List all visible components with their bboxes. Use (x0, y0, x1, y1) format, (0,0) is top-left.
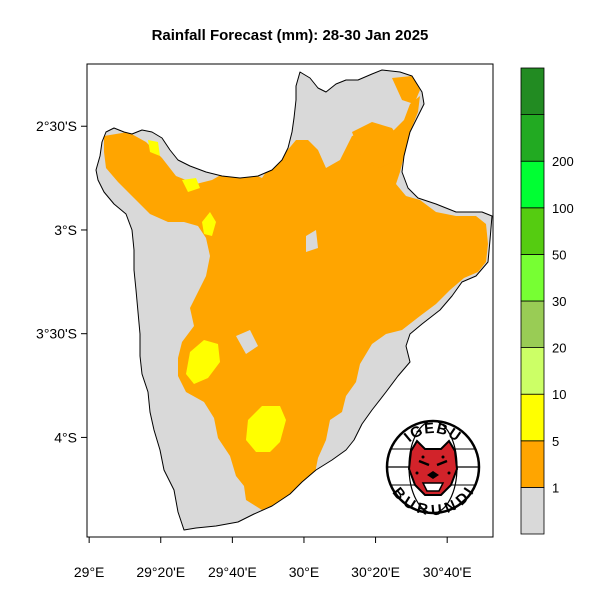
rainfall-region-5-10mm-nw-tip (148, 140, 160, 156)
rainfall-region-1-5mm (104, 96, 488, 510)
colorbar-label: 100 (552, 201, 574, 216)
rainfall-region-5-10mm-northwest (182, 178, 200, 192)
x-tick-label: 29°E (74, 564, 105, 580)
colorbar-swatch (520, 347, 545, 395)
colorbar-swatch (520, 160, 545, 209)
rainfall-region-1-5mm-northeast (392, 76, 420, 104)
x-tick-label: 29°20'E (136, 564, 185, 580)
colorbar-swatch (520, 253, 545, 302)
colorbar-swatch (520, 440, 545, 488)
colorbar-swatch (520, 300, 545, 348)
x-axis: 29°E 29°20'E 29°40'E 30°E 30°20'E 30°40'E (74, 537, 472, 580)
colorbar-label: 1 (552, 480, 559, 495)
x-tick-label: 29°40'E (208, 564, 257, 580)
y-tick-label: 4°S (54, 429, 77, 445)
colorbar-label: 200 (552, 154, 574, 169)
colorbar-swatch (520, 393, 545, 442)
x-tick-label: 30°40'E (423, 564, 472, 580)
y-axis: 2°30'S 3°S 3°30'S 4°S (36, 118, 87, 445)
colorbar: 1 5 10 20 30 50 100 200 (520, 67, 574, 535)
country-border (95, 69, 493, 531)
leopard-head-icon (407, 439, 459, 496)
rainfall-region-5-10mm-central (202, 212, 216, 236)
x-tick-label: 30°E (289, 564, 320, 580)
y-tick-label: 3°S (54, 222, 77, 238)
colorbar-swatch (520, 207, 545, 255)
colorbar-swatch (520, 67, 545, 115)
y-tick-label: 2°30'S (36, 118, 77, 134)
colorbar-label: 50 (552, 247, 566, 262)
colorbar-swatch (520, 486, 545, 535)
y-tick-label: 3°30'S (36, 326, 77, 342)
colorbar-label: 10 (552, 387, 566, 402)
colorbar-swatch (520, 114, 545, 162)
rainfall-region-5-10mm-south (246, 406, 286, 452)
rainfall-region-1-5mm-north (352, 122, 400, 168)
x-tick-label: 30°20'E (351, 564, 400, 580)
colorbar-label: 30 (552, 294, 566, 309)
rainfall-region-5-10mm-west (186, 340, 220, 384)
colorbar-label: 5 (552, 434, 559, 449)
colorbar-label: 20 (552, 341, 566, 356)
map-title: Rainfall Forecast (mm): 28-30 Jan 2025 (152, 27, 429, 44)
